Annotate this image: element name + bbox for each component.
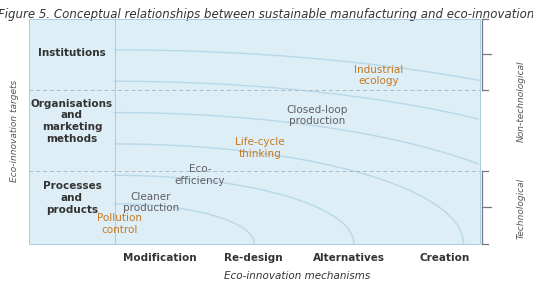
Bar — [115, 19, 480, 244]
Text: Creation: Creation — [420, 253, 470, 263]
Text: Cleaner
production: Cleaner production — [123, 192, 179, 213]
Text: Technological: Technological — [517, 178, 526, 239]
Text: Modification: Modification — [123, 253, 197, 263]
Text: Alternatives: Alternatives — [313, 253, 385, 263]
Text: Industrial
ecology: Industrial ecology — [354, 65, 403, 86]
Text: Eco-
efficiency: Eco- efficiency — [175, 164, 225, 186]
Text: Non-technological: Non-technological — [517, 60, 526, 142]
Text: Closed-loop
production: Closed-loop production — [286, 105, 348, 126]
Text: Eco-innovation targets: Eco-innovation targets — [11, 80, 19, 182]
Text: Re-design: Re-design — [224, 253, 282, 263]
Bar — [29, 19, 480, 244]
Bar — [29, 19, 115, 244]
Text: Pollution
control: Pollution control — [98, 213, 142, 235]
Text: Figure 5. Conceptual relationships between sustainable manufacturing and eco-inn: Figure 5. Conceptual relationships betwe… — [0, 8, 533, 21]
Text: Eco-innovation mechanisms: Eco-innovation mechanisms — [224, 271, 370, 281]
Text: Processes
and
products: Processes and products — [43, 182, 101, 215]
Text: Organisations
and
marketing
methods: Organisations and marketing methods — [31, 99, 113, 144]
Text: Life-cycle
thinking: Life-cycle thinking — [235, 137, 285, 159]
Text: Institutions: Institutions — [38, 48, 106, 58]
